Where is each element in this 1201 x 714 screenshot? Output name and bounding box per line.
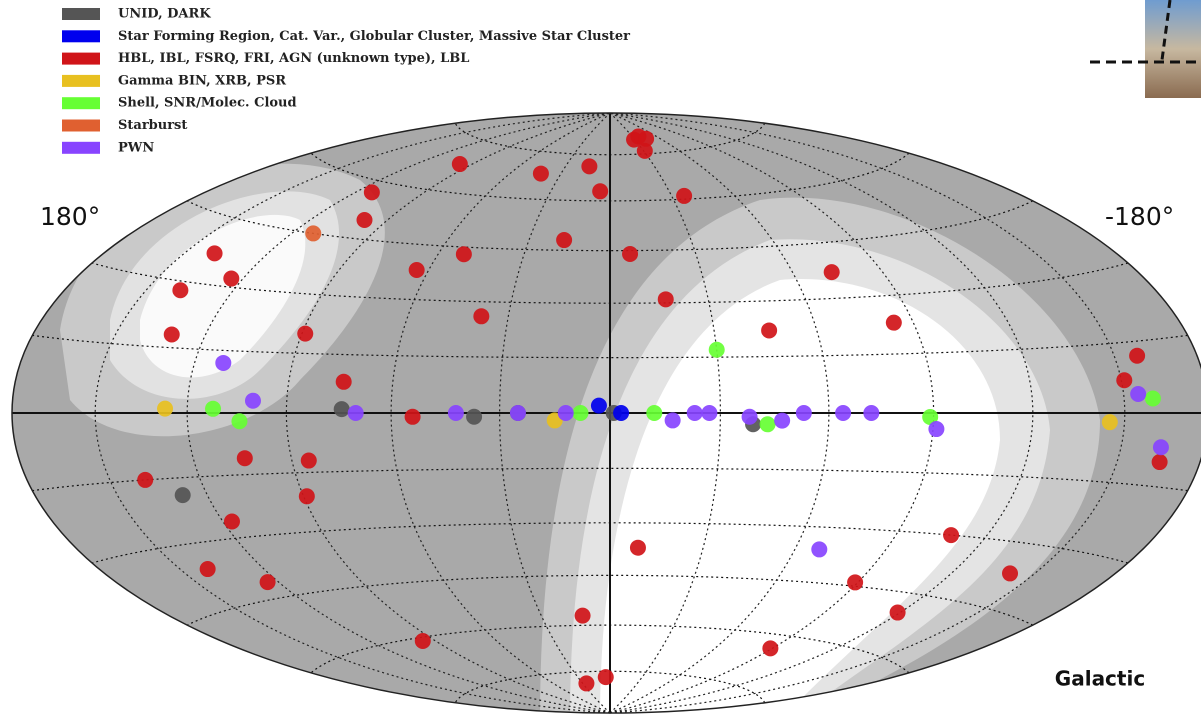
source: [774, 413, 790, 429]
source: [356, 212, 372, 228]
source: [297, 326, 313, 342]
x-tick-label: -180°: [1105, 202, 1174, 231]
frame-label: Galactic: [1055, 667, 1145, 691]
source: [835, 405, 851, 421]
source: [558, 405, 574, 421]
source: [665, 412, 681, 428]
source: [364, 184, 380, 200]
source: [613, 405, 629, 421]
source: [863, 405, 879, 421]
source: [415, 633, 431, 649]
site-photo: [1145, 0, 1201, 98]
source: [207, 245, 223, 261]
source: [928, 421, 944, 437]
source: [676, 188, 692, 204]
source: [348, 405, 364, 421]
source: [890, 605, 906, 621]
source: [622, 246, 638, 262]
source: [164, 326, 180, 342]
source: [760, 416, 776, 432]
source: [1130, 386, 1146, 402]
source: [137, 472, 153, 488]
source: [224, 513, 240, 529]
page: UNID, DARK Star Forming Region, Cat. Var.…: [0, 0, 1201, 714]
legend-swatch: [62, 8, 100, 20]
source: [175, 487, 191, 503]
legend-swatch: [62, 142, 100, 154]
source: [334, 401, 350, 417]
legend-swatch: [62, 97, 100, 109]
source: [796, 405, 812, 421]
source: [456, 246, 472, 262]
legend-swatch: [62, 75, 100, 87]
source: [466, 409, 482, 425]
source: [260, 574, 276, 590]
source: [510, 405, 526, 421]
source: [1145, 391, 1161, 407]
source: [245, 393, 261, 409]
source: [223, 271, 239, 287]
source: [305, 225, 321, 241]
source: [405, 409, 421, 425]
source: [301, 453, 317, 469]
source: [205, 401, 221, 417]
source: [598, 669, 614, 685]
source: [473, 308, 489, 324]
source: [299, 488, 315, 504]
source: [762, 640, 778, 656]
source: [886, 315, 902, 331]
source: [943, 527, 959, 543]
source: [1116, 372, 1132, 388]
source: [658, 291, 674, 307]
source: [172, 282, 188, 298]
source: [761, 322, 777, 338]
legend-label: Shell, SNR/Molec. Cloud: [118, 96, 297, 111]
legend-swatch: [62, 120, 100, 132]
source: [572, 405, 588, 421]
x-tick-label: 180°: [40, 202, 100, 231]
source: [157, 401, 173, 417]
legend-label: PWN: [118, 140, 154, 155]
source: [646, 405, 662, 421]
source: [448, 405, 464, 421]
source: [687, 405, 703, 421]
source: [1129, 348, 1145, 364]
source: [231, 413, 247, 429]
source: [409, 262, 425, 278]
source: [847, 574, 863, 590]
source: [336, 374, 352, 390]
source: [824, 264, 840, 280]
source: [1152, 454, 1168, 470]
source: [578, 675, 594, 691]
legend-swatch: [62, 53, 100, 65]
source: [742, 409, 758, 425]
legend-swatch: [62, 30, 100, 42]
source: [1002, 565, 1018, 581]
source: [237, 450, 253, 466]
source: [581, 158, 597, 174]
source: [452, 156, 468, 172]
source: [630, 540, 646, 556]
sky-map: UNID, DARK Star Forming Region, Cat. Var.…: [0, 0, 1201, 714]
source: [701, 405, 717, 421]
source: [556, 232, 572, 248]
legend-label: HBL, IBL, FSRQ, FRI, AGN (unknown type),…: [118, 51, 469, 66]
legend-label: Star Forming Region, Cat. Var., Globular…: [118, 29, 630, 44]
source: [1153, 439, 1169, 455]
source: [200, 561, 216, 577]
source: [1102, 414, 1118, 430]
source: [533, 166, 549, 182]
legend-label: UNID, DARK: [118, 7, 211, 22]
source: [575, 608, 591, 624]
source: [637, 143, 653, 159]
legend-label: Starburst: [118, 118, 187, 133]
source: [811, 541, 827, 557]
source: [215, 355, 231, 371]
source: [709, 342, 725, 358]
legend-label: Gamma BIN, XRB, PSR: [118, 73, 286, 88]
source: [592, 183, 608, 199]
source: [591, 398, 607, 414]
